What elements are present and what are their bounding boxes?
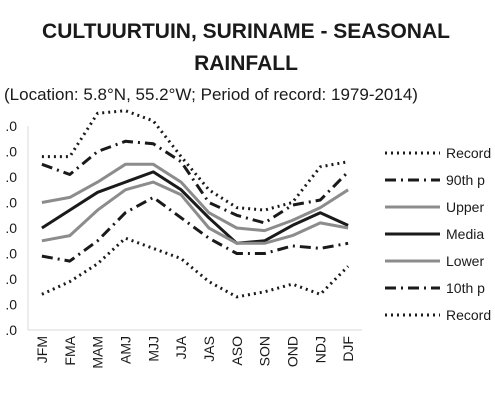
legend-label: 10th p xyxy=(446,280,485,296)
x-tick-label: SON xyxy=(257,336,273,366)
x-tick-label: JAS xyxy=(201,336,217,362)
legend-label: Record xyxy=(446,145,491,161)
legend-label: Upper xyxy=(446,199,484,215)
x-tick-label: ASO xyxy=(229,336,245,366)
x-tick-label: MJJ xyxy=(145,336,161,362)
x-tick-label: JFM xyxy=(34,336,50,363)
y-axis-ticks: .0 .0 .0 .0 .0 .0 .0 .0 .0 xyxy=(5,118,17,338)
y-tick-label: .0 xyxy=(5,271,17,287)
y-tick-label: .0 xyxy=(5,322,17,338)
y-tick-label: .0 xyxy=(5,144,17,160)
series-lines xyxy=(41,109,350,299)
x-tick-label: NDJ xyxy=(312,336,328,363)
y-tick-label: .0 xyxy=(5,169,17,185)
legend-label: Media xyxy=(446,226,484,242)
y-tick-label: .0 xyxy=(5,246,17,262)
y-tick-label: .0 xyxy=(5,220,17,236)
series-line-5 xyxy=(41,180,349,245)
series-line-3 xyxy=(41,162,349,233)
chart-title-line2: RAINFALL xyxy=(194,52,298,75)
legend-label: Lower xyxy=(446,253,484,269)
y-tick-label: .0 xyxy=(5,195,17,211)
x-tick-label: AMJ xyxy=(117,336,133,364)
x-tick-label: JJA xyxy=(173,335,189,359)
x-tick-label: OND xyxy=(284,336,300,367)
legend-label: 90th p xyxy=(446,172,485,188)
x-tick-label: MAM xyxy=(90,336,106,369)
x-axis-ticks: JFM FMA MAM AMJ MJJ JJA JAS ASO SON OND NDJ DJF xyxy=(34,335,356,368)
series-line-6 xyxy=(41,195,349,263)
series-line-4 xyxy=(41,170,349,245)
chart-subtitle: (Location: 5.8°N, 55.2°W; Period of reco… xyxy=(4,85,418,104)
x-tick-label: FMA xyxy=(62,335,78,365)
x-tick-label: DJF xyxy=(340,336,356,362)
y-tick-label: .0 xyxy=(5,118,17,134)
series-line-2 xyxy=(41,139,350,225)
legend-label: Record xyxy=(446,307,491,323)
legend: Record 90th p Upper Media Lower 10th p Record xyxy=(385,145,491,323)
y-tick-label: .0 xyxy=(5,297,17,313)
chart-title-line1: CULTUURTUIN, SURINAME - SEASONAL xyxy=(42,20,450,43)
